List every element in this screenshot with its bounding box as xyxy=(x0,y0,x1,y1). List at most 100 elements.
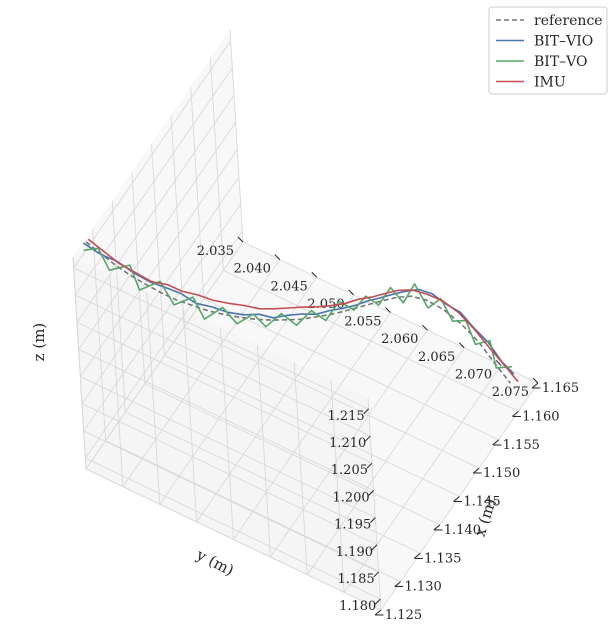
grid-y-wall xyxy=(367,397,382,611)
x-tick-mark xyxy=(433,524,441,531)
z-tick-mark xyxy=(373,571,380,578)
x-tick-label: −1.155 xyxy=(492,438,540,453)
z-tick-label: 1.195 xyxy=(334,518,371,533)
grid-y-wall xyxy=(220,327,234,540)
grid-z-wall-left xyxy=(73,267,369,410)
z-tick-label: 1.190 xyxy=(336,545,373,560)
y-tick-mark xyxy=(385,307,391,313)
grid-z-wall-left xyxy=(85,457,381,600)
x-axis-ticks: −1.125 −1.130 −1.135 −1.140 −1.145 −1.150 −1.1… xyxy=(374,381,579,623)
legend-box xyxy=(488,6,608,95)
x-tick-mark xyxy=(492,439,500,446)
z-tick-mark xyxy=(366,462,373,469)
grid-y-wall xyxy=(293,362,308,575)
grid-y-wall xyxy=(146,292,161,505)
y-tick-mark xyxy=(348,289,354,296)
grid-z-wall-left xyxy=(78,349,374,491)
z-tick-label: 1.180 xyxy=(339,599,376,614)
legend: reference BIT–VIO BIT–VO IMU xyxy=(488,6,608,95)
z-tick-mark xyxy=(368,490,375,496)
x-tick-mark xyxy=(413,552,421,559)
pane-edge xyxy=(72,256,87,470)
grid-y-wall xyxy=(330,380,345,593)
grid-y-floor xyxy=(196,294,354,523)
y-axis-ticks: 2.0352.0402.0452.0502.0552.0602.0652.070… xyxy=(197,236,539,400)
grid-z-wall-left xyxy=(80,376,376,518)
z-tick-mark xyxy=(363,408,370,415)
y-tick-mark xyxy=(274,254,281,260)
grid-z-wall-left xyxy=(75,294,371,437)
series-imu xyxy=(87,238,519,383)
grid-x-wall xyxy=(131,171,146,384)
grid-z-wall-back xyxy=(73,40,232,269)
grid-y-floor xyxy=(270,329,428,558)
y-tick-label: 2.035 xyxy=(197,244,234,259)
y-tick-label: 2.055 xyxy=(344,315,381,330)
x-tick-label: −1.150 xyxy=(472,466,520,481)
z-tick-mark xyxy=(369,517,376,523)
z-tick-label: 1.205 xyxy=(331,463,368,478)
z-tick-mark xyxy=(371,544,378,551)
pane-edge xyxy=(85,468,382,611)
x-tick-label: −1.145 xyxy=(453,495,501,510)
grid-z-wall-left xyxy=(76,321,373,464)
x-tick-mark xyxy=(453,496,460,502)
grid-x-wall xyxy=(190,86,205,299)
grid-x-wall xyxy=(92,228,107,441)
x-tick-mark xyxy=(472,467,480,474)
grid-lines xyxy=(72,29,539,611)
x-tick-label: −1.130 xyxy=(394,580,442,595)
grid-y-wall xyxy=(109,274,124,487)
z-tick-mark xyxy=(364,435,371,442)
y-tick-label: 2.045 xyxy=(271,279,308,294)
pane-edge xyxy=(85,241,244,470)
y-tick-mark xyxy=(495,360,502,366)
grid-y-floor xyxy=(343,365,502,593)
y-tick-label: 2.075 xyxy=(492,385,529,400)
z-tick-label: 1.200 xyxy=(332,490,369,505)
legend-label: reference xyxy=(534,13,603,29)
x-tick-mark xyxy=(394,581,401,588)
grid-y-floor xyxy=(122,259,281,487)
grid-x-wall xyxy=(209,58,224,271)
y-axis-label: y (m) xyxy=(193,545,237,579)
z-axis-ticks: 1.180 1.185 1.190 1.195 1.200 1.205 1.210 1.215 xyxy=(327,408,381,614)
series-bit-vo xyxy=(83,247,512,369)
x-tick-label: −1.135 xyxy=(413,551,461,566)
z-tick-label: 1.185 xyxy=(337,572,374,587)
grid-z-wall-left xyxy=(81,403,378,546)
z-tick-label: 1.210 xyxy=(329,436,366,451)
y-tick-mark xyxy=(458,342,465,349)
grid-z-wall-back xyxy=(76,94,235,323)
y-tick-label: 2.070 xyxy=(455,367,492,382)
y-tick-label: 2.040 xyxy=(234,262,271,277)
grid-y-wall xyxy=(256,345,271,558)
grid-z-wall-back xyxy=(83,203,242,432)
legend-label: BIT–VIO xyxy=(534,34,593,50)
y-tick-mark xyxy=(532,377,539,384)
z-tick-mark xyxy=(374,598,381,605)
grid-z-wall-back xyxy=(84,230,243,459)
grid-y-floor xyxy=(233,312,391,540)
legend-label: BIT–VO xyxy=(534,54,588,70)
legend-label: IMU xyxy=(534,75,566,91)
grid-z-wall-back xyxy=(74,67,233,296)
x-tick-label: −1.140 xyxy=(433,523,481,538)
y-tick-mark xyxy=(422,324,428,331)
grid-z-wall-left xyxy=(83,430,379,573)
y-tick-label: 2.060 xyxy=(381,332,418,347)
x-tick-mark xyxy=(512,410,519,417)
grid-z-wall-back xyxy=(81,176,240,405)
grid-y-floor xyxy=(306,347,465,576)
x-tick-label: −1.125 xyxy=(374,608,422,623)
z-axis-label: z (m) xyxy=(30,323,48,362)
grid-x-wall xyxy=(229,29,244,243)
grid-z-wall-back xyxy=(78,122,237,350)
x-tick-mark xyxy=(531,382,539,389)
grid-z-wall-back xyxy=(79,149,238,377)
grid-x-wall xyxy=(151,143,165,356)
x-tick-label: −1.165 xyxy=(531,381,579,396)
x-tick-mark xyxy=(374,609,382,616)
z-tick-label: 1.215 xyxy=(327,409,364,424)
